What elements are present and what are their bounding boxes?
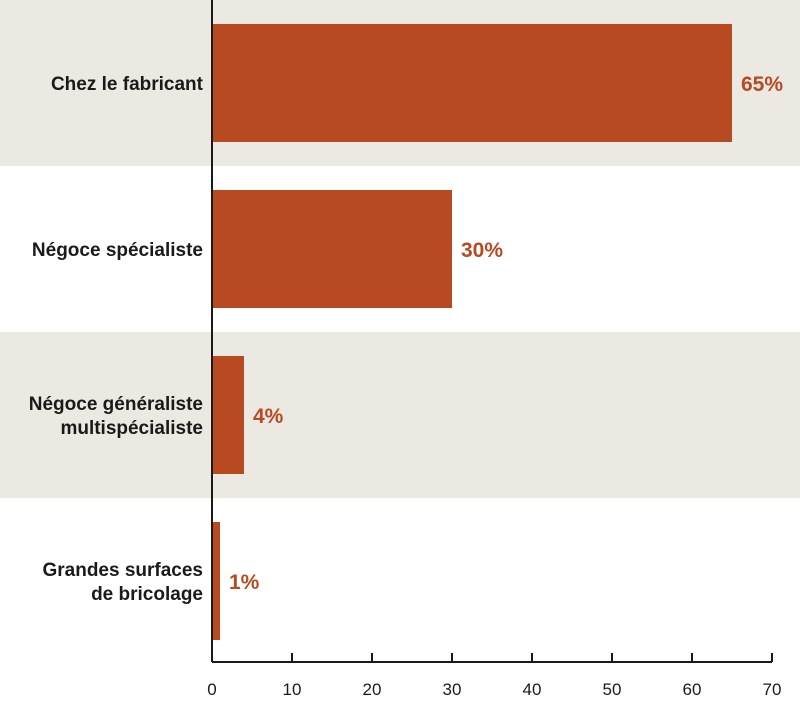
category-label-line: Négoce généraliste — [29, 394, 203, 415]
x-tick-label: 10 — [283, 680, 302, 699]
row-band-2 — [0, 332, 800, 498]
x-tick-label: 40 — [523, 680, 542, 699]
bars — [212, 24, 732, 640]
category-label-line: Grandes surfaces — [42, 560, 203, 581]
bar-1 — [212, 190, 452, 308]
x-tick-label: 0 — [207, 680, 216, 699]
category-label-line: Chez le fabricant — [51, 74, 204, 95]
bar-2 — [212, 356, 244, 474]
category-label-3: Grandes surfaces de bricolage — [42, 560, 203, 605]
value-label-2: 4% — [253, 405, 284, 428]
axes: 0 10 20 30 40 50 60 70 — [207, 0, 781, 699]
value-label-1: 30% — [461, 239, 503, 262]
category-label-1: Négoce spécialiste — [32, 240, 203, 261]
value-labels: 65% 30% 4% 1% — [229, 73, 783, 594]
category-label-line: Négoce spécialiste — [32, 240, 203, 261]
category-label-0: Chez le fabricant — [51, 74, 204, 95]
category-label-line: de bricolage — [91, 584, 203, 605]
x-tick-label: 30 — [443, 680, 462, 699]
x-tick-label: 20 — [363, 680, 382, 699]
category-label-2: Négoce généraliste multispécialiste — [29, 394, 203, 439]
x-tick-label: 50 — [603, 680, 622, 699]
x-tick-label: 70 — [763, 680, 782, 699]
bar-3 — [212, 522, 220, 640]
x-tick-label: 60 — [683, 680, 702, 699]
category-labels: Chez le fabricant Négoce spécialiste Négoc… — [29, 74, 204, 605]
category-label-line: multispécialiste — [60, 418, 203, 439]
value-label-0: 65% — [741, 73, 783, 96]
bar-0 — [212, 24, 732, 142]
value-label-3: 1% — [229, 571, 260, 594]
